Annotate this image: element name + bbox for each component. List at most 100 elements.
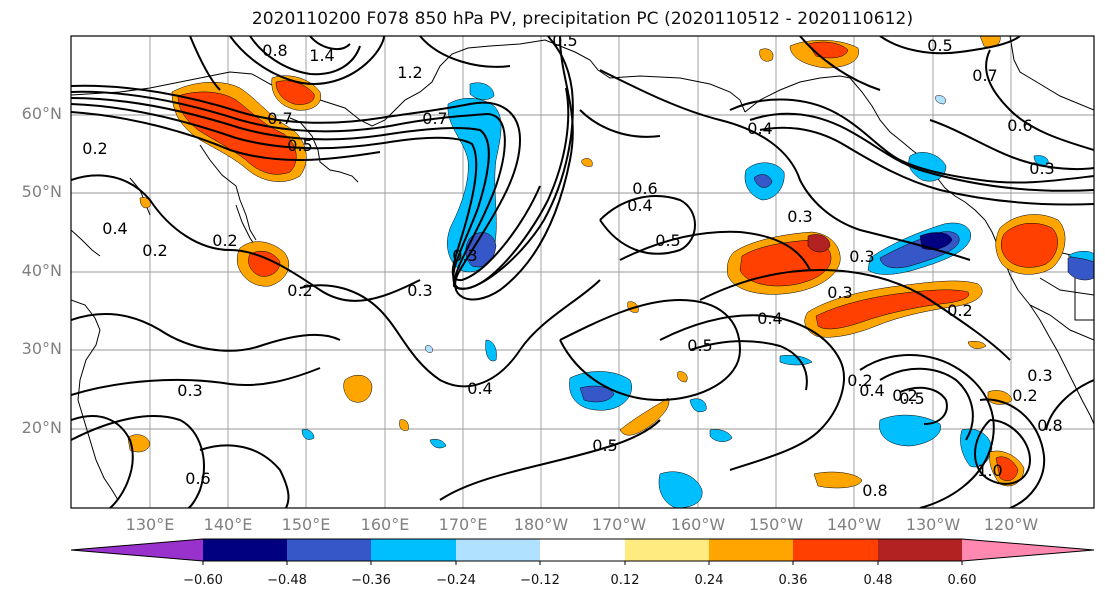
- precip-anomaly-region: [425, 345, 433, 353]
- lon-label: 130°W: [905, 515, 961, 534]
- pv-contour-line: [71, 174, 421, 302]
- pv-contour-line: [439, 419, 661, 501]
- coastline-segment: [199, 144, 257, 241]
- colorbar: [70, 538, 1095, 565]
- colorbar-bin: [878, 539, 962, 561]
- contour-label: 0.2: [212, 231, 237, 250]
- precip-anomaly-region: [619, 397, 670, 436]
- pv-contour-line: [799, 36, 881, 91]
- contour-label: 0.3: [177, 381, 202, 400]
- colorbar-tick-label: 0.24: [694, 573, 724, 588]
- contour-label: 0.3: [1029, 159, 1054, 178]
- contour-label: 0.2: [892, 386, 917, 405]
- coastline-segment: [71, 229, 101, 257]
- precip-anomaly-region: [689, 398, 707, 413]
- lon-label: 170°W: [591, 515, 647, 534]
- lat-label: 60°N: [21, 104, 62, 123]
- precip-anomaly-region: [127, 434, 151, 453]
- pv-contour-labels: 0.20.40.20.20.8 1.41.20.70.50.70.30.30.20…: [82, 31, 1062, 500]
- precip-anomaly-region: [677, 371, 688, 383]
- pv-contour-line: [749, 112, 1094, 192]
- lat-label: 40°N: [21, 261, 62, 280]
- precip-anomaly-region: [935, 95, 946, 105]
- pv-contour-line: [859, 354, 995, 508]
- pv-contour-line: [71, 415, 205, 508]
- contour-label: 0.4: [467, 379, 492, 398]
- contour-label: 0.5: [899, 389, 924, 408]
- precip-anomaly-region: [301, 429, 315, 440]
- lon-label: 160°E: [360, 515, 410, 534]
- contour-label: 0.2: [1012, 386, 1037, 405]
- precip-anomaly-region: [429, 439, 447, 449]
- contour-label: 0.8: [1037, 416, 1062, 435]
- contour-label: 0.3: [787, 207, 812, 226]
- precip-anomaly-shading: [127, 36, 1094, 508]
- colorbar-tick-label: −0.24: [436, 573, 476, 588]
- contour-label: 0.2: [947, 301, 972, 320]
- contour-label: 0.6: [632, 179, 657, 198]
- contour-label: 0.2: [82, 139, 107, 158]
- pv-contour-line: [189, 36, 221, 91]
- contour-label: 0.4: [747, 119, 772, 138]
- pv-contour-line: [229, 36, 385, 85]
- colorbar-extend-low: [71, 539, 203, 561]
- pv-contour-line: [879, 367, 974, 441]
- precip-anomaly-region: [753, 174, 773, 188]
- precip-anomaly-region: [579, 385, 615, 403]
- contour-label: 0.6: [1007, 116, 1032, 135]
- lon-label: 130°E: [125, 515, 175, 534]
- pv-contour-line: [71, 36, 574, 301]
- pv-contour-line: [899, 386, 948, 425]
- pv-contour-line: [699, 268, 1011, 361]
- colorbar-extend-high: [962, 539, 1094, 561]
- colorbar-bin: [709, 539, 793, 561]
- colorbar-bin: [203, 539, 287, 561]
- pv-contour-line: [299, 279, 601, 388]
- pv-contour-line: [759, 126, 1094, 206]
- colorbar-tick-label: 0.12: [610, 573, 640, 588]
- precip-anomaly-region: [739, 239, 832, 287]
- contour-label: 0.5: [552, 31, 577, 50]
- pv-contour-line: [71, 36, 574, 290]
- contour-label: 0.5: [927, 36, 952, 55]
- lon-label: 150°E: [281, 515, 331, 534]
- contour-label: 0.2: [847, 371, 872, 390]
- colorbar-bin: [371, 539, 456, 561]
- pv-contour-line: [1045, 379, 1094, 431]
- contour-label: 0.8: [262, 41, 287, 60]
- pv-contour-line: [579, 109, 661, 138]
- colorbar-bin: [540, 539, 625, 561]
- contour-label: 0.2: [142, 241, 167, 260]
- contour-label: 0.6: [185, 469, 210, 488]
- pv-contours: [71, 36, 1094, 508]
- lat-label: 50°N: [21, 182, 62, 201]
- contour-label: 0.5: [655, 231, 680, 250]
- pv-contour-line: [985, 49, 1094, 151]
- pv-contour-line: [71, 103, 541, 282]
- pv-contour-line: [249, 36, 361, 76]
- precip-anomaly-region: [709, 429, 733, 442]
- precip-anomaly-region: [759, 48, 774, 62]
- contour-label: 0.7: [422, 109, 447, 128]
- chart-title: 2020110200 F078 850 hPa PV, precipitatio…: [251, 9, 914, 29]
- contour-label: 0.4: [859, 381, 884, 400]
- contour-label: 0.3: [849, 247, 874, 266]
- lon-label: 140°W: [826, 515, 882, 534]
- lon-label: 170°E: [438, 515, 488, 534]
- pv-contour-line: [71, 415, 134, 508]
- contour-label: 0.7: [972, 66, 997, 85]
- contour-label: 0.4: [757, 309, 782, 328]
- precip-anomaly-region: [879, 414, 941, 447]
- colorbar-tick-label: −0.36: [351, 573, 391, 588]
- contour-label: 0.7: [267, 109, 292, 128]
- pv-contour-line: [199, 444, 290, 508]
- precip-anomaly-region: [919, 232, 953, 250]
- precip-anomaly-region: [1067, 251, 1094, 263]
- contour-label: 0.3: [452, 246, 477, 265]
- pv-contour-line: [879, 36, 1021, 55]
- colorbar-tick-label: 0.48: [863, 573, 893, 588]
- precip-anomaly-region: [813, 471, 863, 489]
- colorbar-bin: [287, 539, 371, 561]
- lat-label: 30°N: [21, 339, 62, 358]
- coastlines: [71, 36, 1094, 501]
